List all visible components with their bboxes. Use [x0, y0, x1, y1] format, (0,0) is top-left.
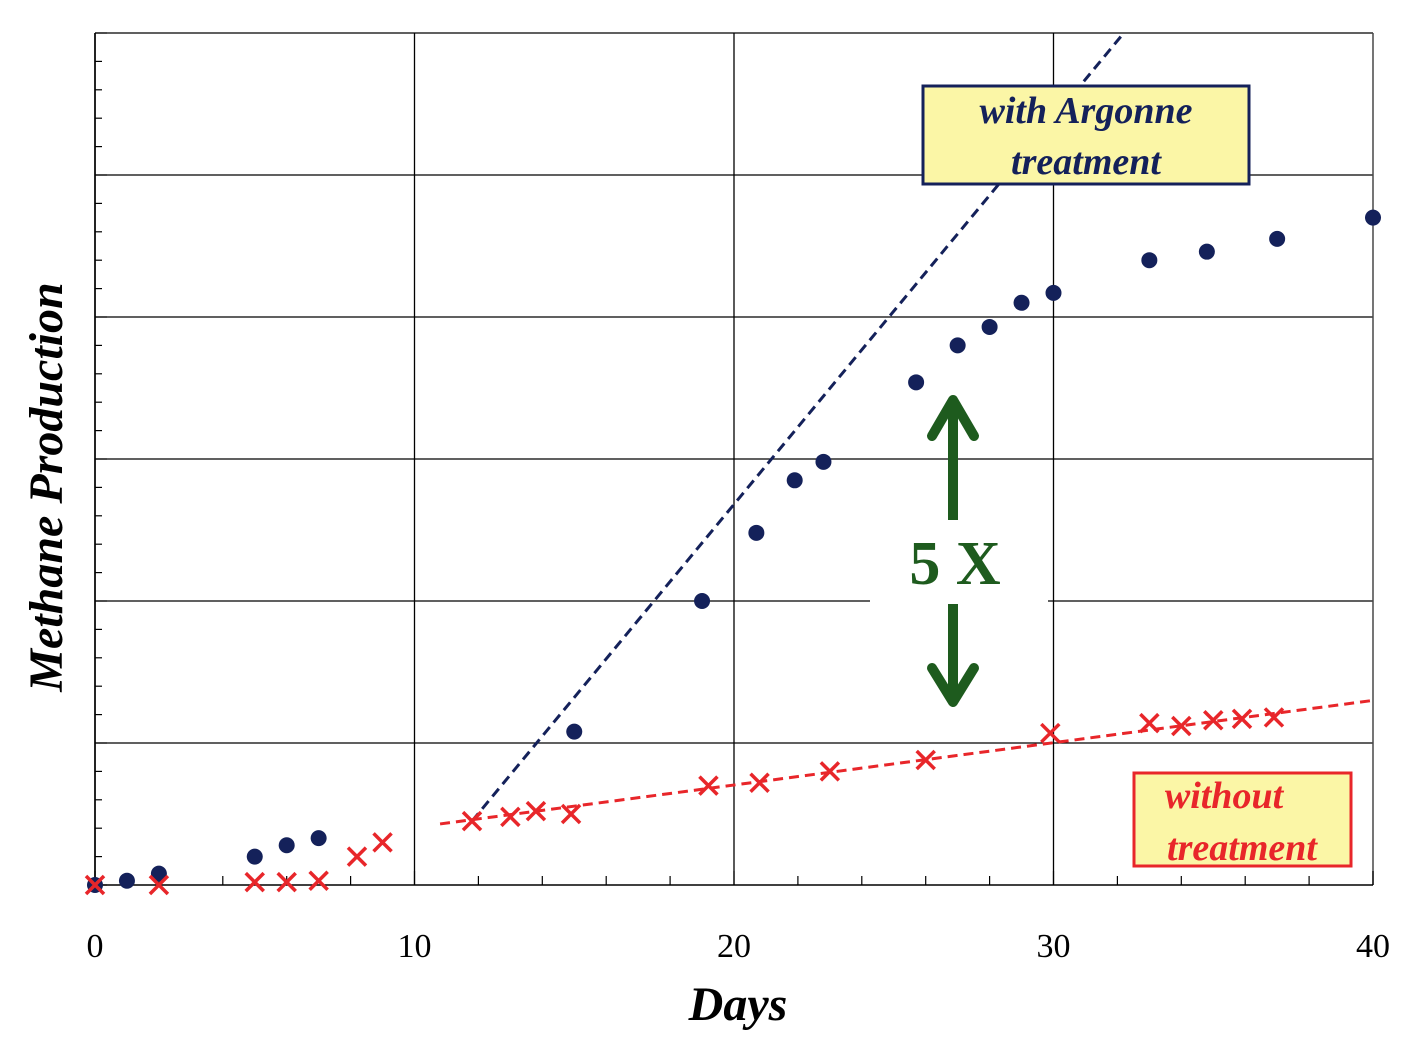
untreated-point-stroke: [276, 871, 297, 893]
untreated-point: [1139, 712, 1160, 734]
treated-point: [1141, 252, 1158, 269]
untreated-point-stroke: [500, 806, 521, 828]
untreated-point-stroke: [308, 870, 329, 891]
treated-point: [1365, 209, 1381, 226]
untreated-point-stroke: [749, 772, 770, 793]
untreated-point: [525, 800, 547, 822]
x-tick-label: 0: [87, 928, 104, 965]
treated-point: [1045, 284, 1062, 301]
treated-point: [118, 872, 135, 889]
treated-point: [815, 453, 832, 470]
untreated-point: [1040, 722, 1061, 744]
untreated-point: [308, 870, 329, 891]
untreated-point: [1171, 715, 1192, 737]
untreated-point-stroke: [1040, 722, 1061, 744]
untreated-point: [819, 761, 841, 782]
untreated-label-line1: without: [1165, 775, 1285, 817]
untreated-point-stroke: [84, 874, 106, 896]
untreated-point: [1263, 707, 1285, 728]
untreated-point: [698, 775, 719, 796]
y-axis-title: Methane Production: [20, 282, 73, 692]
x-axis-title: Days: [688, 978, 788, 1031]
multiplier-label: 5 X: [909, 530, 1001, 598]
treated-label-line1: with Argonne: [980, 90, 1193, 132]
treated-point: [566, 723, 583, 740]
x-tick-labels: 0 10 20 30 40: [87, 928, 1391, 965]
treated-point: [694, 593, 711, 609]
untreated-point-stroke: [372, 832, 393, 853]
untreated-label-box: without treatment: [1132, 771, 1353, 869]
treated-point: [949, 337, 966, 354]
untreated-point: [1231, 708, 1253, 730]
untreated-point-stroke: [1231, 708, 1253, 730]
untreated-point: [749, 772, 770, 793]
untreated-point: [276, 871, 297, 893]
untreated-point: [84, 874, 106, 896]
untreated-point-stroke: [244, 871, 265, 893]
multiplier-backdrop: [870, 518, 1048, 604]
untreated-point-stroke: [148, 874, 170, 896]
untreated-point: [148, 874, 170, 896]
untreated-point: [244, 871, 265, 893]
untreated-point-stroke: [698, 775, 719, 796]
x-tick-label: 10: [398, 928, 432, 965]
treated-point: [1198, 243, 1215, 260]
treated-label-box: with Argonne treatment: [921, 84, 1251, 186]
treated-label-bg: [921, 84, 1251, 186]
treated-point: [786, 472, 803, 489]
untreated-point-stroke: [1263, 707, 1285, 728]
x-tick-label: 20: [717, 928, 751, 965]
untreated-point-stroke: [1171, 715, 1192, 737]
x-tick-label: 30: [1037, 928, 1071, 965]
treated-point: [1013, 294, 1030, 311]
untreated-point-stroke: [461, 810, 483, 832]
untreated-point-stroke: [525, 800, 547, 822]
treated-point: [150, 865, 167, 882]
down-arrow: [927, 604, 979, 707]
up-arrow: [927, 395, 979, 520]
untreated-point: [560, 803, 582, 825]
untreated-point-stroke: [1139, 712, 1160, 734]
treated-point: [246, 848, 263, 865]
untreated-point-stroke: [1203, 710, 1224, 731]
untreated-point: [346, 846, 368, 867]
treated-point: [748, 524, 765, 541]
untreated-point: [500, 806, 521, 828]
untreated-point: [915, 749, 936, 771]
x-tick-label: 40: [1356, 928, 1390, 965]
untreated-point: [461, 810, 483, 832]
untreated-point-stroke: [819, 761, 841, 782]
treated-point: [278, 837, 295, 854]
untreated-label-line2: treatment: [1167, 827, 1318, 869]
treated-point: [908, 374, 925, 391]
treated-point: [1269, 230, 1286, 247]
axes: [94, 32, 1374, 886]
untreated-point: [372, 832, 393, 853]
treated-point: [310, 830, 327, 847]
data-points: [84, 209, 1381, 896]
treated-point: [981, 318, 998, 335]
untreated-point: [1203, 710, 1224, 731]
trendline: [439, 698, 1374, 826]
untreated-point-stroke: [915, 749, 936, 771]
treated-label-line2: treatment: [1011, 141, 1162, 183]
untreated-point-stroke: [346, 846, 368, 867]
untreated-label-bg: [1132, 771, 1353, 868]
untreated-point-stroke: [560, 803, 582, 825]
